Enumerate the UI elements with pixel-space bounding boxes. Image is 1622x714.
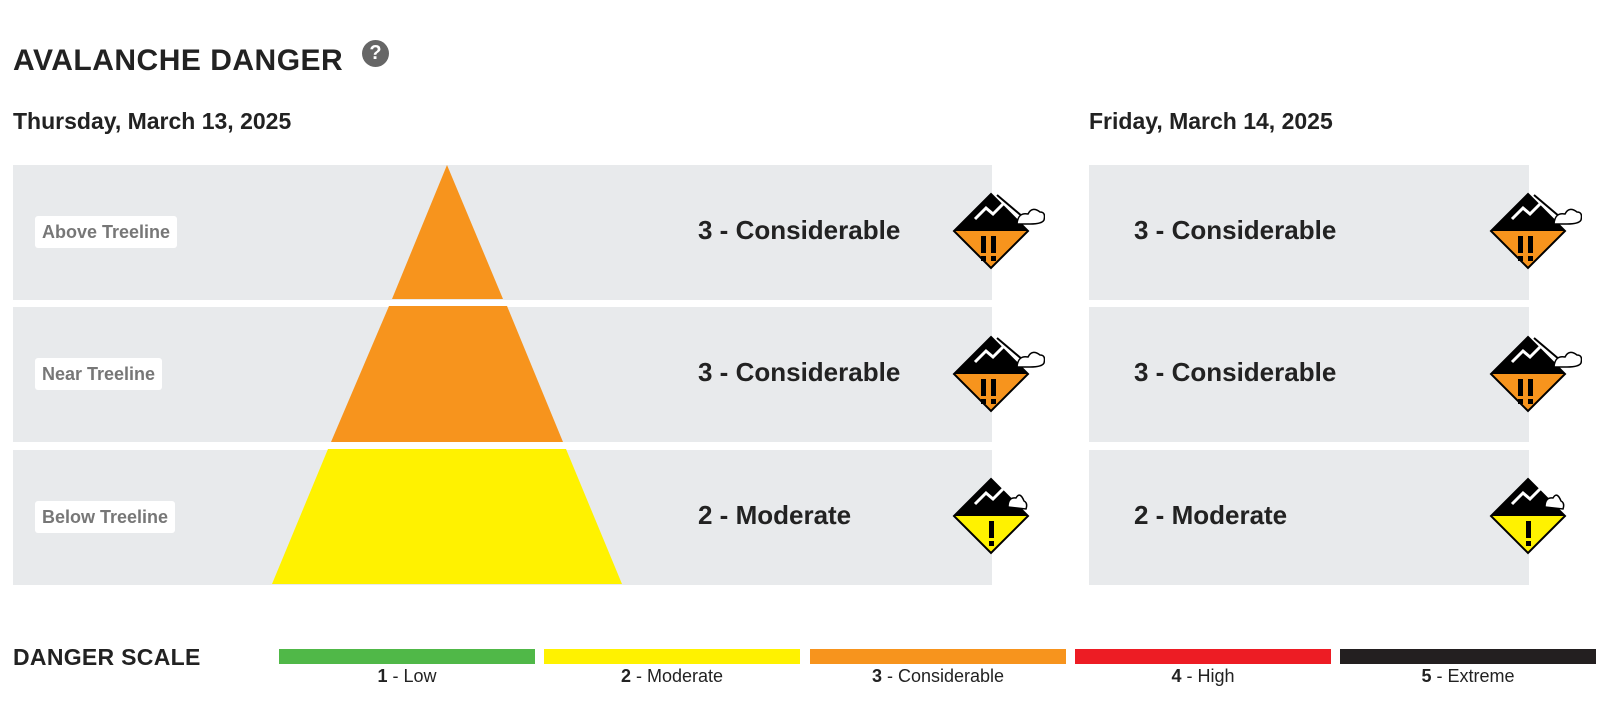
scale-label-high: 4 - High — [1171, 666, 1235, 686]
danger-level-2-icon — [1489, 477, 1567, 555]
scale-bar-extreme — [1340, 649, 1596, 664]
danger-level-2-icon — [952, 477, 1030, 555]
danger-level-3-icon — [952, 335, 1045, 413]
elevation-label-near-treeline: Near Treeline — [35, 358, 163, 390]
help-icon[interactable]: ? — [362, 40, 389, 67]
rating-text: 3 - Considerable — [1134, 215, 1337, 245]
scale-label-low: 1 - Low — [377, 666, 437, 686]
scale-bar-considerable — [810, 649, 1066, 664]
rating-text: 2 - Moderate — [698, 500, 852, 530]
day-1-band-near-treeline: Near Treeline 3 - Considerable — [13, 307, 992, 442]
day-2-band-above-treeline: 3 - Considerable — [1089, 165, 1529, 300]
scale-bar-high — [1075, 649, 1331, 664]
danger-scale-title: DANGER SCALE — [13, 644, 201, 670]
danger-level-3-icon — [1489, 335, 1582, 413]
scale-label-moderate: 2 - Moderate — [620, 666, 724, 686]
day-2-date: Friday, March 14, 2025 — [1089, 108, 1333, 134]
rating-text: 2 - Moderate — [1134, 500, 1288, 530]
scale-bar-low — [279, 649, 535, 664]
day-1-band-below-treeline: Below Treeline 2 - Moderate — [13, 450, 992, 585]
scale-bar-moderate — [544, 649, 800, 664]
rating-text: 3 - Considerable — [698, 357, 901, 387]
day-2-band-below-treeline: 2 - Moderate — [1089, 450, 1529, 585]
day-1-band-above-treeline: Above Treeline 3 - Considerable — [13, 165, 992, 300]
danger-level-3-icon — [952, 192, 1045, 270]
rating-text: 3 - Considerable — [1134, 357, 1337, 387]
day-1-date: Thursday, March 13, 2025 — [13, 108, 292, 134]
day-2-band-near-treeline: 3 - Considerable — [1089, 307, 1529, 442]
danger-level-3-icon — [1489, 192, 1582, 270]
elevation-label-above-treeline: Above Treeline — [35, 216, 178, 248]
rating-text: 3 - Considerable — [698, 215, 901, 245]
elevation-label-below-treeline: Below Treeline — [35, 501, 176, 533]
scale-label-considerable: 3 - Considerable — [871, 666, 1005, 686]
page-title: AVALANCHE DANGER — [13, 44, 344, 77]
scale-label-extreme: 5 - Extreme — [1421, 666, 1515, 686]
